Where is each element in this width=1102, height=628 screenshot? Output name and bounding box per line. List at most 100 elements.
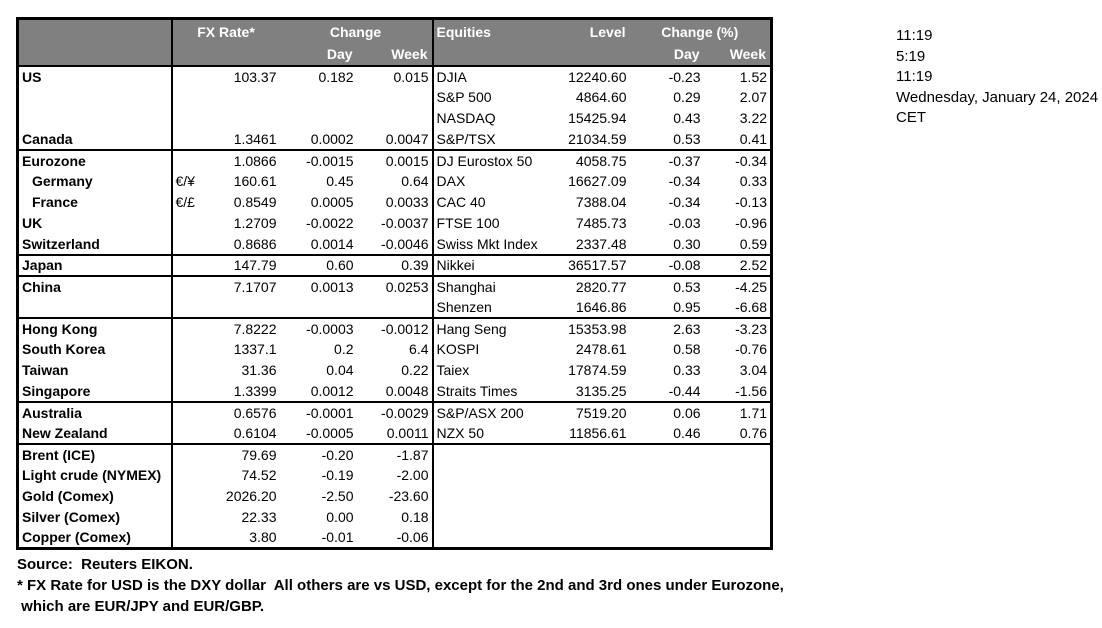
- cell-equity-name: Shenzen: [436, 298, 492, 315]
- source-line: Source: Reuters EIKON.: [17, 556, 193, 573]
- cell-fx-rate: 0.8549: [233, 194, 277, 210]
- header-row-2: Day Week Day Week: [17, 43, 772, 67]
- cell-equity-change-day: 0.53: [673, 130, 701, 147]
- cell-equity-name: [433, 507, 558, 528]
- footnote-line-1: * FX Rate for USD is the DXY dollar All …: [17, 576, 784, 594]
- cell-currency-pair: [172, 129, 202, 150]
- cell-equity-level: 7485.73: [575, 215, 627, 231]
- cell-equity-change-day: 0.53: [629, 274, 704, 297]
- header-blank-cell: [557, 43, 630, 67]
- table-row: Hong Kong 7.8222 -0.0003 -0.0012 Hang Seng 15…: [17, 316, 772, 339]
- cell-equity-change-week: [704, 465, 772, 486]
- cell-equity-change-day: -0.34: [668, 194, 701, 210]
- cell-equity-change-day: 0.29: [673, 89, 701, 105]
- timestamp-panel: 11:19 5:19 11:19 Wednesday, January 24, …: [896, 26, 1098, 129]
- cell-fx-rate: 7.8222: [201, 316, 280, 339]
- table-row: Switzerland 0.8686 0.0014 -0.0046 Swiss Mkt …: [17, 233, 772, 255]
- cell-region-name: Australia: [17, 400, 173, 423]
- cell-fx-rate: 1337.1: [233, 341, 277, 357]
- cell-fx-rate: [202, 297, 280, 318]
- cell-equity-name: Straits Times: [436, 382, 518, 399]
- table-row: NASDAQ 15425.94 0.43 3.22: [17, 107, 772, 129]
- cell-region-name: [17, 296, 173, 318]
- cell-fx-change-day: -0.0003: [279, 316, 357, 339]
- cell-currency-pair: €/£: [175, 194, 195, 210]
- table-row: Canada 1.3461 0.0002 0.0047 S&P/TSX 21034.59 0…: [17, 128, 772, 150]
- cell-fx-rate: 1.2709: [233, 215, 277, 231]
- table-row: Germany €/¥ 160.61 0.45 0.64 DAX 16627.09 -0.34…: [17, 170, 772, 192]
- cell-currency-pair: [171, 274, 202, 297]
- header-fx-day: Day: [279, 43, 357, 67]
- header-blank-cell: [17, 18, 173, 44]
- cell-fx-change-week: [356, 296, 434, 318]
- cell-fx-change-week: 0.39: [356, 253, 434, 276]
- header-blank-cell: [432, 43, 558, 67]
- cell-equity-change-day: 0.06: [629, 400, 704, 423]
- table-row: Light crude (NYMEX) 74.52 -0.19 -2.00: [17, 464, 772, 486]
- cell-equity-name: S&P/TSX: [436, 130, 496, 147]
- cell-region-name: Switzerland: [17, 233, 173, 255]
- cell-fx-change-week: 0.22: [356, 359, 434, 381]
- cell-fx-change-day: -0.20: [279, 442, 357, 465]
- table-header: FX Rate* Change Equities Level Change (%…: [17, 18, 772, 67]
- cell-equity-level: 3135.25: [575, 382, 627, 399]
- cell-equity-level: 1646.86: [575, 298, 627, 315]
- cell-equity-level: 15353.98: [557, 316, 630, 339]
- cell-fx-change-week: -1.87: [356, 442, 434, 465]
- cell-equity-level: 17874.59: [568, 362, 627, 378]
- cell-fx-change-week: -0.0029: [356, 400, 434, 423]
- cell-fx-change-day: 0.0012: [310, 382, 354, 399]
- timezone-label: CET: [896, 109, 926, 126]
- cell-currency-pair: [171, 64, 202, 87]
- cell-equity-change-week: 2.52: [703, 253, 772, 276]
- cell-currency-pair: [171, 253, 202, 276]
- cell-equity-level: 4058.75: [557, 148, 630, 171]
- cell-equity-level: 2337.48: [575, 235, 627, 252]
- cell-region-name: US: [17, 64, 173, 87]
- cell-fx-change-week: -0.0037: [356, 212, 434, 234]
- cell-equity-change-day: -0.34: [668, 173, 701, 189]
- cell-equity-name: Shanghai: [432, 274, 558, 297]
- cell-fx-rate: 160.61: [233, 173, 277, 189]
- cell-equity-change-week: -4.25: [703, 274, 772, 297]
- cell-fx-change-day: 0.00: [326, 509, 354, 525]
- cell-region-name: Japan: [17, 253, 173, 276]
- cell-region-name: Gold (Comex): [17, 485, 173, 507]
- cell-equity-name: [433, 465, 558, 486]
- cell-fx-change-day: 0.45: [326, 173, 354, 189]
- cell-equity-change-day: [630, 528, 704, 549]
- cell-fx-change-day: -0.0001: [279, 400, 357, 423]
- cell-fx-change-day: -0.0005: [306, 424, 354, 441]
- cell-currency-pair: [172, 423, 202, 444]
- cell-fx-change-week: [356, 86, 434, 108]
- cell-equity-name: [433, 486, 558, 507]
- cell-equity-name: Nikkei: [432, 253, 558, 276]
- cell-equity-change-week: 0.33: [739, 173, 768, 189]
- cell-equity-name: DJIA: [432, 64, 558, 87]
- cell-equity-change-week: [704, 486, 772, 507]
- cell-fx-change-day: -2.50: [321, 488, 354, 504]
- table-row: Singapore 1.3399 0.0012 0.0048 Straits Times…: [17, 380, 772, 402]
- table-row: US 103.37 0.182 0.015 DJIA 12240.60 -0.23 1.52: [17, 64, 772, 87]
- cell-equity-name: [432, 442, 558, 465]
- header-eq-week: Week: [703, 43, 772, 67]
- cell-equity-name: FTSE 100: [436, 215, 500, 231]
- cell-fx-change-week: 0.0048: [356, 380, 434, 402]
- cell-fx-change-day: -0.0015: [279, 148, 357, 171]
- cell-equity-change-day: 0.43: [673, 110, 701, 126]
- cell-fx-change-week: 0.0047: [356, 128, 434, 150]
- cell-fx-change-day: [280, 297, 357, 318]
- cell-currency-pair: [172, 381, 202, 402]
- cell-equity-change-day: 0.33: [673, 362, 701, 378]
- cell-equity-change-week: 2.07: [739, 89, 768, 105]
- cell-fx-change-day: 0.04: [326, 362, 354, 378]
- cell-region-name: South Korea: [17, 338, 173, 360]
- cell-equity-change-day: [630, 465, 704, 486]
- cell-equity-name: S&P/ASX 200: [432, 400, 558, 423]
- cell-equity-level: [558, 465, 630, 486]
- cell-fx-change-day: 0.0014: [310, 235, 354, 252]
- table-row: Silver (Comex) 22.33 0.00 0.18: [17, 506, 772, 528]
- table-row: S&P 500 4864.60 0.29 2.07: [17, 86, 772, 108]
- table-row: Japan 147.79 0.60 0.39 Nikkei 36517.57 -0.08 2.…: [17, 253, 772, 276]
